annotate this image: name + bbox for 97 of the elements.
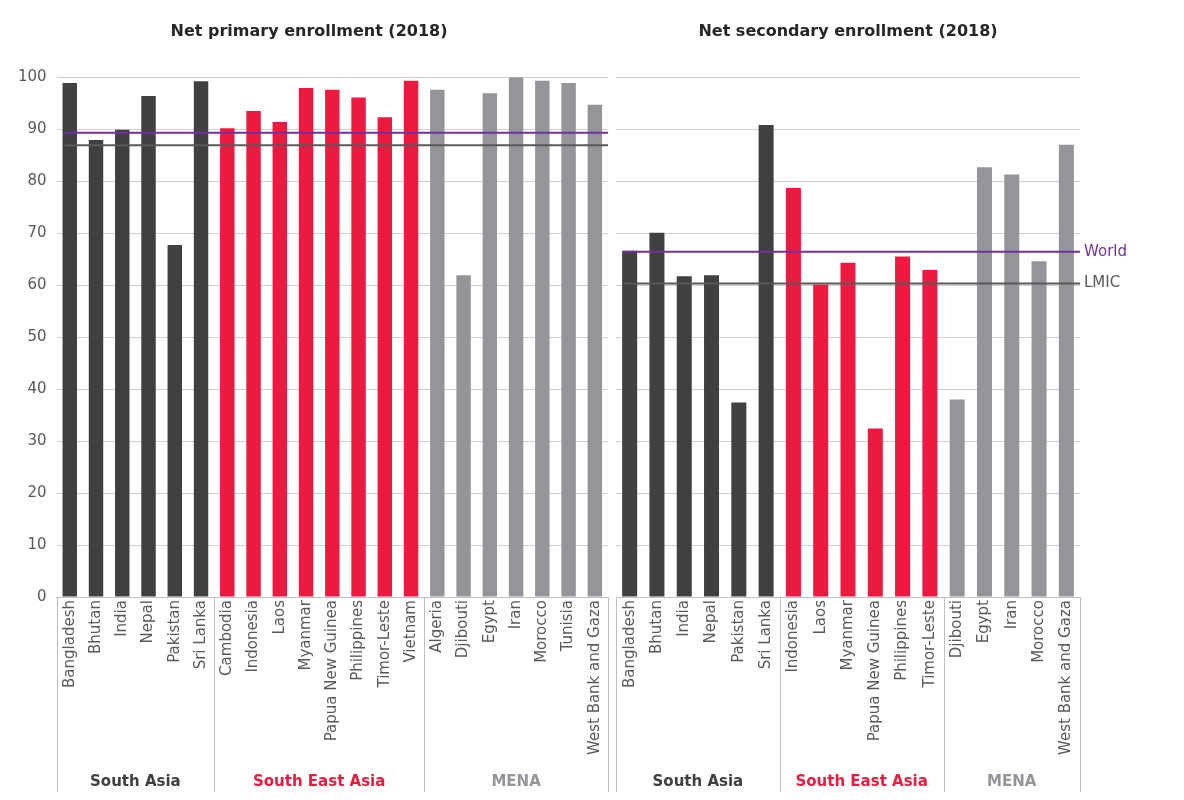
x-tick-label: Philippines [348,599,367,681]
bar [731,402,747,597]
bar [840,262,856,597]
bar [403,80,419,597]
bar [430,89,445,597]
y-tick-label: 100 [17,67,47,86]
chart-title: Net secondary enrollment (2018) [698,20,998,40]
bar [220,128,235,597]
bar [676,276,692,597]
bar [351,97,366,597]
text: South Asia [652,772,744,791]
bar [482,93,498,597]
bar [272,121,288,597]
x-tick-label: Papua New Guinea [865,600,884,742]
x-tick-label: Algeria [427,600,446,653]
x-tick-label: Bangladesh [59,600,78,688]
bar [115,129,130,597]
bar [1058,144,1074,597]
ref-line-label: LMIC [1084,273,1121,292]
bar [62,82,77,597]
bar [649,232,665,597]
x-tick-label: Indonesia [243,600,262,673]
x-tick-label: Sri Lanka [190,600,209,670]
bar [1031,261,1047,597]
bar [561,82,576,597]
x-tick-label: Cambodia [217,600,236,676]
y-tick-label: 40 [27,379,47,397]
bar [587,104,603,597]
x-tick-label: Iran [505,600,524,630]
text: MENA [491,772,542,791]
chart-title: Net primary enrollment (2018) [170,20,448,40]
bar [949,399,965,597]
x-tick-label: West Bank and Gaza [584,600,603,756]
y-tick-label: 90 [27,119,47,138]
bar [813,284,829,597]
bar [88,140,104,597]
y-tick-label: 60 [27,275,47,294]
ref-line-label: World [1084,241,1127,260]
x-tick-label: Pakistan [164,600,183,663]
bar [622,250,638,597]
y-tick-label: 50 [27,327,47,346]
x-tick-label: Pakistan [728,600,747,663]
x-tick-label: Laos [269,599,288,635]
bar [922,270,938,597]
bar [456,275,471,597]
x-tick-label: Philippines [892,599,911,681]
x-tick-label: Morocco [1028,600,1047,663]
x-tick-label: Egypt [974,599,993,644]
text: South East Asia [795,772,928,791]
bar [1004,174,1020,597]
bar [976,167,992,597]
x-tick-label: Timor-Leste [374,600,393,689]
x-tick-label: Nepal [138,600,157,644]
x-tick-label: Sri Lanka [756,600,775,670]
bar [895,256,911,597]
x-tick-label: West Bank and Gaza [1056,600,1075,756]
x-tick-label: Nepal [701,600,720,644]
bar [377,117,393,597]
x-tick-label: Timor-Leste [919,600,938,689]
y-tick-label: 0 [37,586,47,605]
x-tick-label: Papua New Guinea [322,600,341,742]
x-tick-label: Vietnam [400,600,419,663]
text: South Asia [90,772,181,791]
text: MENA [987,772,1037,791]
y-tick-label: 30 [27,430,47,449]
y-tick-label: 20 [27,482,47,501]
bar [758,125,774,597]
x-tick-label: Djibouti [947,600,966,659]
x-tick-label: Bhutan [85,600,104,654]
x-tick-label: Morocco [532,600,551,663]
x-tick-label: Bangladesh [619,600,638,688]
bar [535,80,550,597]
bar [193,81,209,597]
bar [325,89,340,597]
bar [785,187,801,597]
bar [704,275,720,597]
bar [508,77,524,597]
x-tick-label: India [674,600,693,637]
bar [167,245,182,597]
bar [867,428,883,597]
y-tick-label: 10 [27,534,47,553]
x-tick-label: Egypt [479,599,498,644]
x-tick-label: Laos [810,599,829,635]
x-tick-label: India [112,600,131,637]
x-tick-label: Djibouti [453,600,472,659]
bar [141,95,156,597]
bar [246,110,261,597]
text: South East Asia [253,772,386,791]
x-tick-label: Tunisia [558,600,577,653]
bar [298,88,314,597]
y-tick-label: 70 [27,223,47,242]
y-tick-label: 80 [27,171,47,190]
x-tick-label: Iran [1001,600,1020,630]
x-tick-label: Myanmar [295,599,314,671]
x-tick-label: Indonesia [783,600,802,673]
x-tick-label: Bhutan [646,600,665,654]
x-tick-label: Myanmar [837,599,856,671]
